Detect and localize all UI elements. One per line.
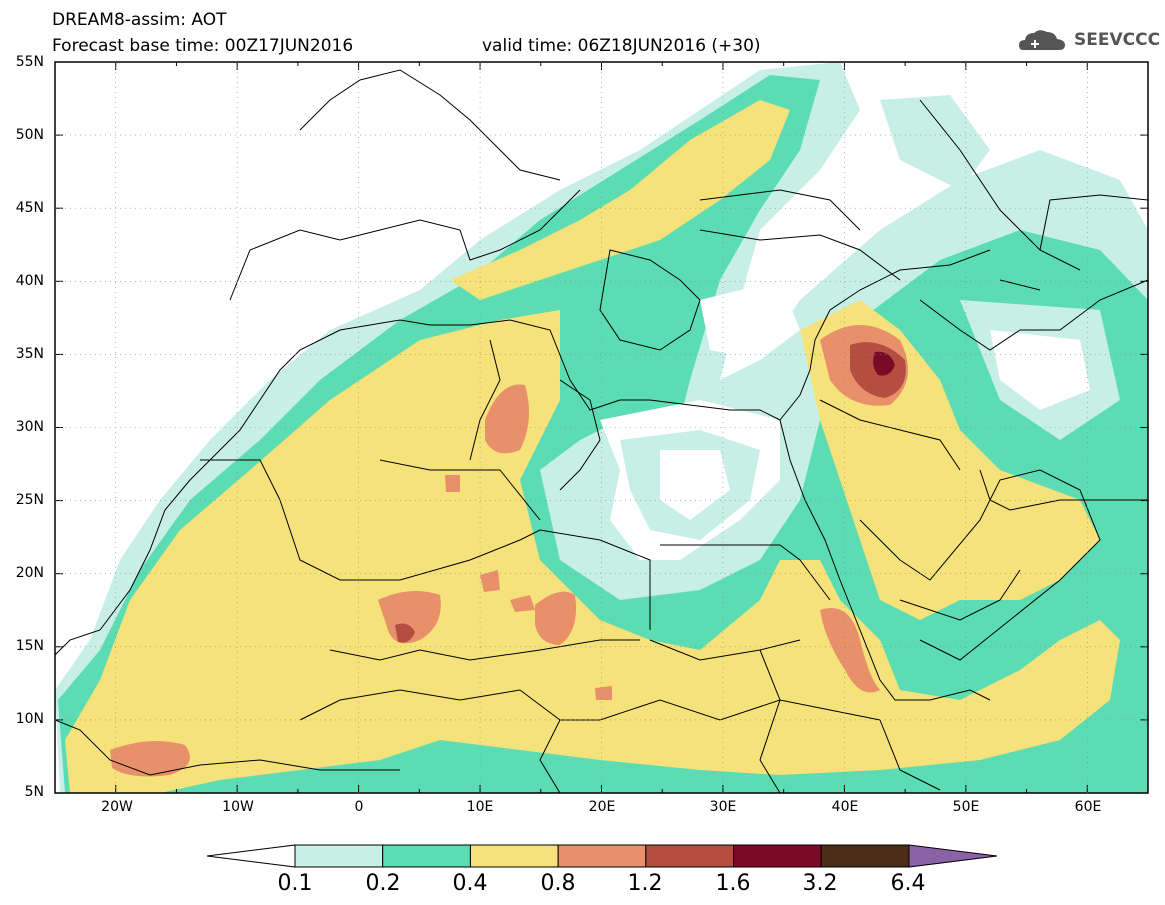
- colorbar-label: 0.8: [540, 871, 576, 896]
- coastlines: [55, 69, 1148, 793]
- lon-label: 20E: [588, 799, 616, 815]
- colorbar-label: 1.6: [715, 871, 751, 896]
- colorbar-cell: [820, 844, 910, 868]
- lon-label: 10E: [466, 799, 494, 815]
- map-gridlines: [55, 62, 1148, 793]
- lat-label: 25N: [15, 492, 44, 508]
- seevccc-logo: SEEVCCC: [1074, 30, 1161, 50]
- lon-label: 20W: [101, 799, 133, 815]
- colorbar-label: 6.4: [890, 871, 926, 896]
- colorbar-cell: [469, 844, 559, 868]
- lat-label: 45N: [15, 200, 44, 216]
- colorbar-label: 1.2: [627, 871, 663, 896]
- lat-label: 55N: [15, 54, 44, 70]
- map-title: DREAM8-assim: AOT: [52, 10, 227, 30]
- aot-band-1-6: [873, 351, 895, 376]
- lon-label: 40E: [831, 799, 859, 815]
- forecast-base-time: Forecast base time: 00Z17JUN2016: [52, 36, 354, 56]
- lat-label: 35N: [15, 346, 44, 362]
- lat-label: 5N: [24, 784, 44, 800]
- lon-label: 60E: [1074, 799, 1102, 815]
- lon-label: 10W: [222, 799, 254, 815]
- colorbar-cell: [294, 844, 384, 868]
- valid-time: valid time: 06Z18JUN2016 (+30): [482, 36, 761, 56]
- colorbar-cell: [733, 844, 822, 868]
- colorbar-cell: [557, 844, 647, 868]
- lon-label: 0: [354, 799, 364, 815]
- lat-label: 15N: [15, 638, 44, 654]
- colorbar-label: 0.4: [452, 871, 488, 896]
- lon-label: 30E: [709, 799, 737, 815]
- colorbar-cells: [206, 844, 998, 868]
- lat-label: 50N: [15, 127, 44, 143]
- lat-label: 30N: [15, 419, 44, 435]
- aot-band-0-8: [485, 384, 529, 454]
- colorbar-low-arrow: [206, 844, 296, 868]
- cloud-icon: [1019, 30, 1065, 50]
- lon-label: 50E: [952, 799, 980, 815]
- colorbar-cell: [645, 844, 735, 868]
- colorbar-label: 0.2: [365, 871, 401, 896]
- colorbar-label: 0.1: [277, 871, 313, 896]
- lat-label: 20N: [15, 565, 44, 581]
- lat-label: 40N: [15, 273, 44, 289]
- colorbar-high-arrow: [908, 844, 998, 868]
- map-ticks: [54, 61, 1149, 794]
- colorbar-cell: [382, 844, 471, 868]
- lat-label: 10N: [15, 711, 44, 727]
- colorbar-label: 3.2: [802, 871, 838, 896]
